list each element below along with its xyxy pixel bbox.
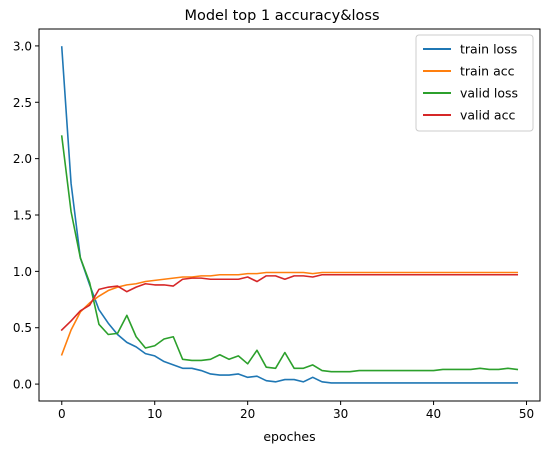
x-axis: 0 10 20 30 40 50 bbox=[58, 401, 534, 421]
plot-area bbox=[60, 46, 519, 384]
y-tick-label: 1.5 bbox=[13, 209, 32, 223]
series-line-valid-acc bbox=[60, 273, 519, 332]
y-tick-label: 2.5 bbox=[13, 96, 32, 110]
x-tick-label: 50 bbox=[519, 407, 534, 421]
x-tick-label: 10 bbox=[147, 407, 162, 421]
y-axis: 0.0 0.5 1.0 1.5 2.0 2.5 3.0 bbox=[13, 39, 39, 392]
y-tick-label: 3.0 bbox=[13, 39, 32, 53]
x-tick-label: 0 bbox=[58, 407, 66, 421]
y-tick-label: 1.0 bbox=[13, 265, 32, 279]
legend-label-valid-acc: valid acc bbox=[460, 108, 515, 123]
legend-label-valid-loss: valid loss bbox=[460, 86, 518, 101]
y-tick-label: 0.5 bbox=[13, 321, 32, 335]
x-tick-label: 20 bbox=[240, 407, 255, 421]
y-tick-label: 2.0 bbox=[13, 152, 32, 166]
x-axis-label: epoches bbox=[263, 429, 315, 444]
legend-label-train-acc: train acc bbox=[460, 64, 515, 79]
legend-label-train-loss: train loss bbox=[460, 42, 517, 57]
x-tick-label: 30 bbox=[333, 407, 348, 421]
y-tick-label: 0.0 bbox=[13, 378, 32, 392]
legend-box bbox=[415, 34, 534, 132]
chart-title: Model top 1 accuracy&loss bbox=[184, 8, 379, 24]
series-line-valid-loss bbox=[60, 135, 519, 373]
x-tick-label: 40 bbox=[426, 407, 441, 421]
series-line-train-acc bbox=[60, 271, 519, 356]
series-line-train-loss bbox=[60, 46, 519, 384]
legend: train loss train acc valid loss valid acc bbox=[415, 34, 534, 132]
